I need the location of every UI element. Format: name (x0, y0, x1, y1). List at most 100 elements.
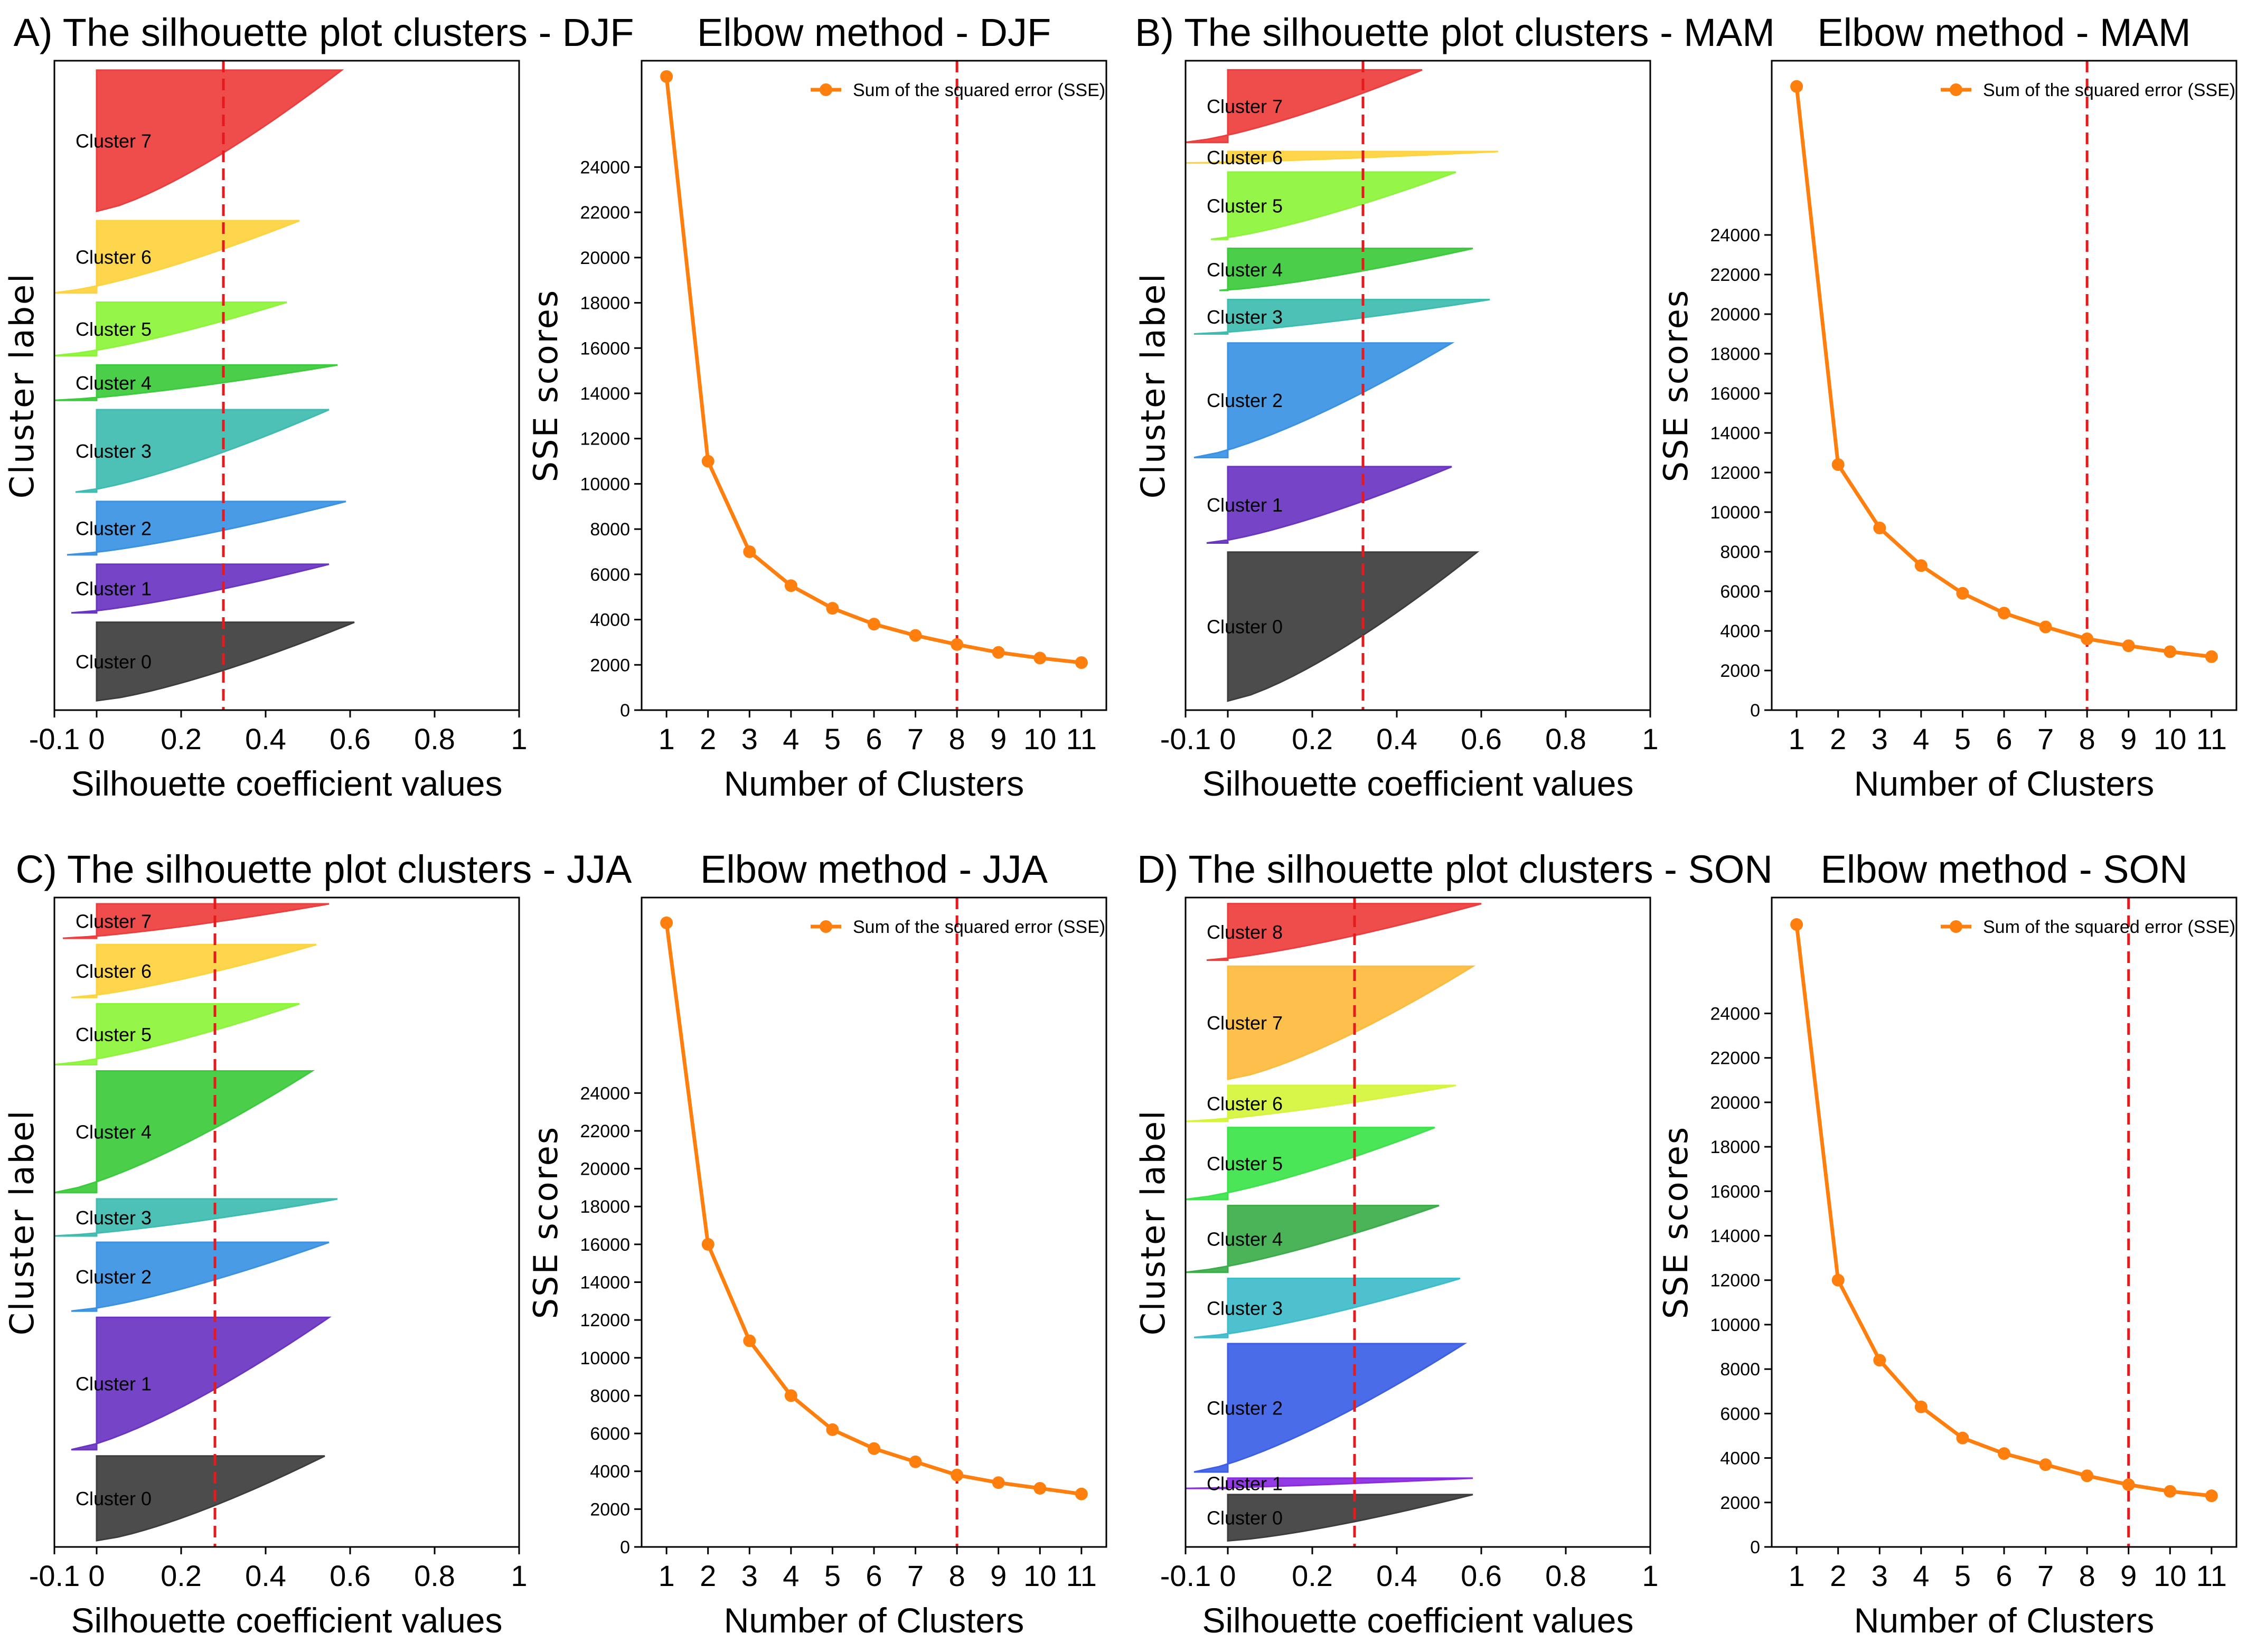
y-axis-label: Cluster label (1134, 272, 1172, 499)
cluster-label: Cluster 5 (76, 318, 152, 340)
x-tick-label: 3 (741, 1559, 758, 1592)
y-tick-label: 6000 (1720, 1404, 1760, 1424)
y-tick-label: 24000 (1710, 1004, 1760, 1024)
sse-point (992, 646, 1005, 659)
x-tick-label: 9 (2120, 1559, 2137, 1592)
cluster-label: Cluster 4 (1207, 1229, 1283, 1250)
y-tick-label: 20000 (1710, 1093, 1760, 1113)
x-tick-label: 1 (659, 722, 675, 756)
x-tick-label: 3 (1872, 722, 1888, 756)
silhouette-cluster-3 (54, 1198, 338, 1237)
y-tick-label: 20000 (1710, 305, 1760, 325)
legend-label: Sum of the squared error (SSE) (1983, 917, 2235, 937)
silhouette-cluster-7 (1227, 965, 1476, 1081)
x-tick-label: 8 (2079, 722, 2095, 756)
sse-point (743, 545, 756, 558)
sse-point (826, 1423, 839, 1436)
x-tick-label: 7 (907, 722, 924, 756)
sse-point (951, 638, 964, 651)
silhouette-cluster-2 (71, 1241, 330, 1312)
x-tick-label: 0.6 (1461, 1559, 1502, 1592)
cluster-label: Cluster 7 (1207, 1012, 1283, 1034)
axes-frame (53, 896, 520, 1548)
sse-point (1956, 1431, 1969, 1445)
x-tick-label: 11 (1066, 1559, 1097, 1592)
x-tick-label: 0.8 (1545, 1559, 1586, 1592)
y-tick-label: 20000 (580, 248, 630, 268)
silhouette-cluster-6 (54, 220, 300, 294)
sse-point (2122, 639, 2135, 653)
x-tick-label: 6 (1996, 1559, 2012, 1592)
cluster-label: Cluster 1 (76, 1373, 152, 1394)
cluster-label: Cluster 4 (1207, 259, 1283, 280)
cluster-label: Cluster 3 (76, 440, 152, 462)
x-tick-label: 0.4 (1376, 722, 1417, 756)
sse-point (1831, 1273, 1845, 1287)
y-tick-label: 18000 (1710, 344, 1760, 364)
silhouette-cluster-0 (96, 621, 355, 702)
sse-line (1794, 86, 2212, 659)
x-tick-label: 4 (783, 722, 799, 756)
y-tick-label: 22000 (1710, 265, 1760, 285)
y-tick-label: 0 (1750, 701, 1760, 721)
x-tick-label: 5 (824, 722, 841, 756)
y-tick-label: 24000 (580, 157, 630, 177)
silhouette-cluster-4 (54, 364, 338, 401)
chart-title: Elbow method - SON (1820, 847, 2187, 891)
y-axis-label: Cluster label (3, 1109, 41, 1336)
x-tick-label: 8 (2079, 1559, 2095, 1592)
cluster-label: Cluster 3 (1207, 1297, 1283, 1319)
y-tick-label: 8000 (590, 1386, 630, 1406)
silhouette-cluster-5 (1185, 1127, 1435, 1201)
cluster-label: Cluster 7 (76, 911, 152, 932)
x-tick-label: 0 (88, 1559, 105, 1592)
x-tick-label: 0.4 (245, 722, 286, 756)
y-tick-label: 22000 (1710, 1049, 1760, 1069)
cluster-label: Cluster 2 (1207, 390, 1283, 411)
cluster-label: Cluster 0 (76, 1488, 152, 1509)
cluster-label: Cluster 2 (1207, 1397, 1283, 1419)
y-tick-label: 12000 (1710, 463, 1760, 483)
cluster-label: Cluster 1 (76, 578, 152, 600)
y-tick-label: 8000 (1720, 542, 1760, 562)
silhouette-panel-6: Cluster 0 Cluster 1 Cluster 2 Cluster 3 Clus… (1134, 847, 1773, 1640)
sse-point (2122, 1478, 2135, 1491)
cluster-label: Cluster 4 (76, 372, 152, 394)
y-tick-label: 10000 (580, 1348, 630, 1368)
y-tick-label: 14000 (580, 1273, 630, 1293)
chart-title: Elbow method - DJF (697, 11, 1051, 54)
cluster-label: Cluster 7 (76, 130, 152, 152)
sse-point (1998, 607, 2010, 620)
x-tick-label: 9 (990, 722, 1007, 756)
x-tick-label: 10 (1023, 1559, 1056, 1592)
y-tick-label: 4000 (1720, 621, 1760, 641)
axes-frame (1184, 896, 1651, 1548)
x-tick-label: 7 (2037, 1559, 2054, 1592)
x-tick-label: 11 (1066, 722, 1097, 756)
x-tick-label: 11 (2196, 722, 2227, 756)
x-tick-label: 4 (783, 1559, 799, 1592)
x-tick-label: 1 (1789, 722, 1805, 756)
x-tick-label: 10 (1023, 722, 1056, 756)
x-tick-label: -0.1 (1160, 1559, 1211, 1592)
elbow-panel-7: 0 2000 4000 6000 8000 10000 12000 14000 16000 180… (1657, 847, 2237, 1640)
silhouette-cluster-4 (1219, 248, 1473, 291)
cluster-label: Cluster 3 (76, 1207, 152, 1229)
silhouette-panel-4: Cluster 0 Cluster 1 Cluster 2 Cluster 3 Clus… (3, 847, 632, 1640)
x-tick-label: 0 (88, 722, 105, 756)
y-axis-label: SSE scores (527, 1126, 565, 1319)
x-axis-label: Number of Clusters (1854, 1601, 2155, 1640)
x-tick-label: 1 (511, 722, 527, 756)
silhouette-panel-0: Cluster 0 Cluster 1 Cluster 2 Cluster 3 Clus… (3, 11, 634, 803)
cluster-label: Cluster 8 (1207, 921, 1283, 943)
y-tick-label: 14000 (1710, 1226, 1760, 1247)
cluster-label: Cluster 6 (1207, 1093, 1283, 1115)
x-tick-label: 2 (700, 722, 716, 756)
silhouette-cluster-2 (1193, 342, 1455, 459)
axes-frame (53, 60, 520, 711)
cluster-label: Cluster 1 (1207, 1472, 1283, 1494)
sse-point (868, 618, 880, 631)
cluster-label: Cluster 6 (76, 246, 152, 268)
cluster-label: Cluster 1 (1207, 494, 1283, 516)
x-tick-label: -0.1 (1160, 722, 1211, 756)
